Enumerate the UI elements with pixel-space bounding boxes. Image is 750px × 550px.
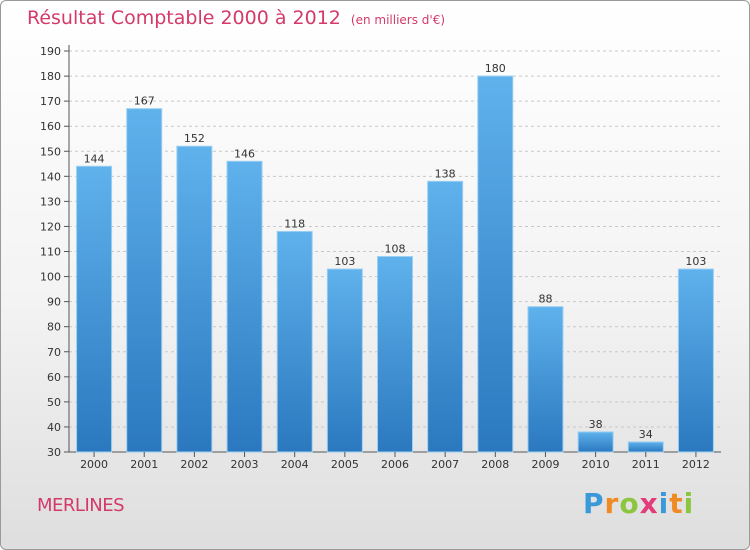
y-tick-label: 190 [40,45,61,58]
y-tick-label: 40 [47,421,61,434]
bar [176,145,213,453]
x-tick-label: 2003 [231,458,259,471]
data-label: 34 [639,428,653,441]
bar [126,108,163,453]
x-tick-label: 2011 [632,458,660,471]
bar [577,431,614,453]
y-tick-label: 60 [47,371,61,384]
y-tick-label: 90 [47,296,61,309]
bar [627,441,664,453]
data-label: 38 [589,418,603,431]
bar [326,268,363,453]
bar [477,75,514,453]
chart-title: Résultat Comptable 2000 à 2012 (en millie… [27,7,445,29]
x-tick-label: 2004 [281,458,309,471]
y-tick-label: 50 [47,396,61,409]
chart-subtitle: (en milliers d'€) [350,13,446,27]
data-label: 167 [134,95,155,108]
y-tick-label: 180 [40,70,61,83]
y-tick-label: 130 [40,195,61,208]
logo-letter: t [669,487,684,520]
data-label: 152 [184,132,205,145]
logo-letter: r [604,487,620,520]
commune-name: MERLINES [37,495,125,516]
data-label: 144 [84,152,105,165]
logo-letter: i [658,487,670,520]
data-label: 118 [284,217,305,230]
y-tick-label: 140 [40,170,61,183]
y-tick-label: 170 [40,95,61,108]
bar [527,306,564,453]
data-label: 103 [334,255,355,268]
bar [677,268,714,453]
data-label: 88 [538,293,552,306]
x-tick-label: 2002 [180,458,208,471]
logo-letter: i [683,487,695,520]
x-tick-label: 2012 [682,458,710,471]
y-tick-label: 120 [40,220,61,233]
bar [226,160,263,453]
proxiti-logo: Proxiti [583,487,694,520]
x-tick-label: 2009 [531,458,559,471]
x-tick-label: 2010 [582,458,610,471]
y-tick-label: 80 [47,321,61,334]
data-label: 103 [685,255,706,268]
logo-letter: o [619,487,640,520]
x-tick-label: 2006 [381,458,409,471]
y-tick-label: 100 [40,271,61,284]
y-tick-label: 30 [47,446,61,459]
y-tick-label: 110 [40,246,61,259]
bar [276,230,313,453]
data-label: 108 [385,243,406,256]
x-tick-label: 2001 [130,458,158,471]
x-tick-label: 2000 [80,458,108,471]
y-tick-label: 160 [40,120,61,133]
x-tick-label: 2007 [431,458,459,471]
y-tick-label: 70 [47,346,61,359]
data-label: 180 [485,62,506,75]
title-text: Résultat Comptable 2000 à 2012 [27,7,341,29]
logo-letter: x [639,487,659,520]
x-tick-label: 2005 [331,458,359,471]
bar [76,165,113,453]
x-tick-label: 2008 [481,458,509,471]
data-label: 146 [234,147,255,160]
logo-letter: P [583,487,605,520]
bar [377,256,413,453]
y-tick-label: 150 [40,145,61,158]
bar [427,180,464,453]
data-label: 138 [435,167,456,180]
